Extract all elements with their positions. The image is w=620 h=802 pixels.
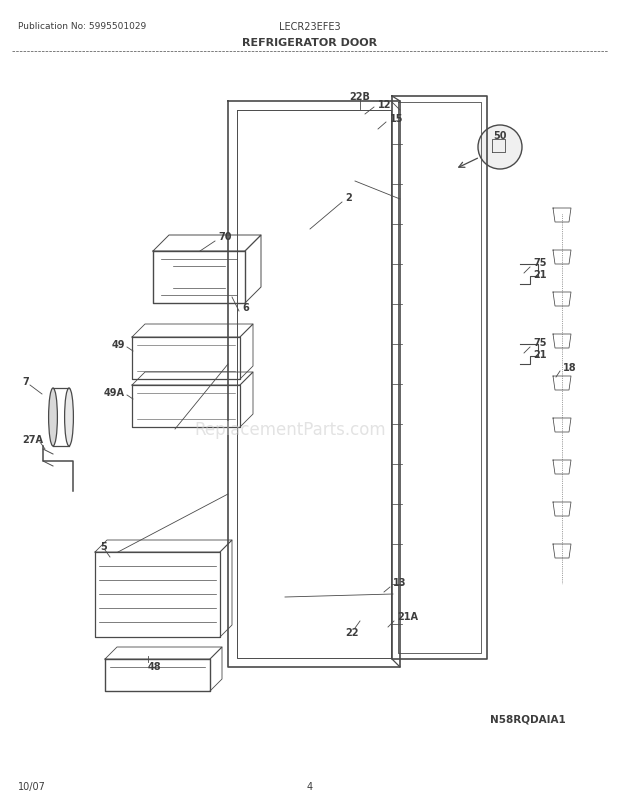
Text: 12: 12: [378, 100, 391, 110]
Text: 15: 15: [390, 114, 404, 124]
Text: 18: 18: [563, 363, 577, 373]
Text: 75: 75: [533, 338, 546, 347]
Text: N58RQDAIA1: N58RQDAIA1: [490, 714, 565, 724]
Text: Publication No: 5995501029: Publication No: 5995501029: [18, 22, 146, 31]
Text: 22: 22: [345, 627, 359, 638]
Text: 27A: 27A: [22, 435, 43, 444]
Text: 21: 21: [533, 350, 546, 359]
Text: 49A: 49A: [104, 387, 125, 398]
Text: 22B: 22B: [350, 92, 370, 102]
Text: REFRIGERATOR DOOR: REFRIGERATOR DOOR: [242, 38, 378, 48]
Ellipse shape: [64, 388, 73, 447]
Text: 5: 5: [100, 541, 107, 551]
Text: 50: 50: [494, 131, 507, 141]
Text: 48: 48: [148, 661, 162, 671]
Text: 10/07: 10/07: [18, 781, 46, 791]
Circle shape: [478, 126, 522, 170]
Text: 4: 4: [307, 781, 313, 791]
Text: 21: 21: [533, 269, 546, 280]
Text: LECR23EFE3: LECR23EFE3: [279, 22, 341, 32]
Text: 6: 6: [242, 302, 249, 313]
Text: 7: 7: [22, 376, 29, 387]
Ellipse shape: [48, 388, 58, 447]
Text: 21A: 21A: [397, 611, 418, 622]
Text: 2: 2: [345, 192, 352, 203]
Text: 75: 75: [533, 257, 546, 268]
Text: ReplacementParts.com: ReplacementParts.com: [194, 420, 386, 439]
Text: 13: 13: [393, 577, 407, 587]
Text: 70: 70: [218, 232, 231, 241]
Text: 49: 49: [112, 339, 125, 350]
